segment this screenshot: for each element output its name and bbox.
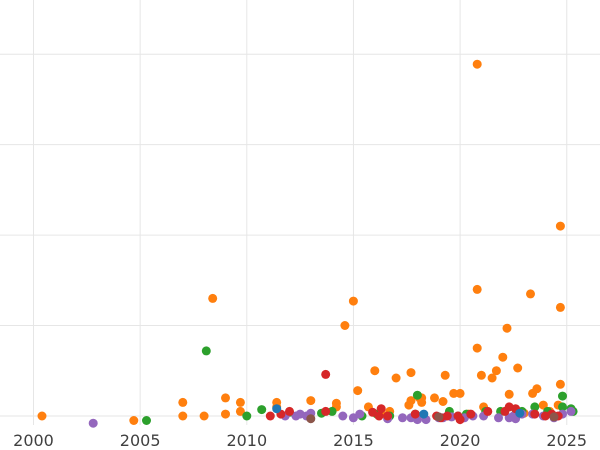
x-tick-label-0: 2000 (13, 431, 54, 450)
data-point-s0-4 (199, 411, 209, 421)
x-tick-label-3: 2015 (333, 431, 374, 450)
data-point-s0-8 (235, 406, 245, 416)
data-point-s0-55 (555, 221, 565, 231)
data-point-s2-6 (338, 411, 348, 421)
data-point-s2-8 (355, 409, 365, 419)
data-points (37, 59, 578, 428)
data-point-s0-12 (306, 396, 316, 406)
data-point-s2-0 (88, 418, 98, 428)
data-point-s0-35 (472, 59, 482, 69)
data-point-s0-22 (391, 373, 401, 383)
data-point-s0-1 (129, 416, 139, 425)
data-point-s5-2 (549, 412, 559, 422)
data-point-s0-19 (370, 366, 380, 376)
grid (0, 0, 600, 425)
data-point-s0-29 (430, 393, 439, 403)
x-axis-ticks: 2000 2005 2010 2015 2020 2025 (13, 431, 587, 450)
data-point-s0-37 (472, 284, 482, 294)
data-point-s3-9 (410, 409, 420, 419)
data-point-s2-20 (494, 413, 503, 423)
data-point-s0-40 (487, 373, 497, 383)
data-point-s3-16 (483, 406, 493, 416)
data-point-s0-45 (513, 363, 523, 373)
data-point-s0-30 (438, 397, 448, 406)
data-point-s3-2 (285, 406, 294, 416)
data-point-s0-7 (221, 409, 230, 419)
x-tick-label-1: 2005 (120, 431, 161, 450)
data-point-s1-19 (530, 402, 540, 412)
data-point-s3-12 (442, 411, 452, 421)
data-point-s0-16 (348, 296, 358, 306)
data-point-s4-0 (272, 404, 282, 414)
data-point-s0-2 (178, 397, 188, 407)
data-point-s0-41 (491, 366, 501, 376)
data-point-s3-3 (321, 406, 331, 416)
data-point-s0-54 (555, 302, 565, 312)
data-point-s0-47 (526, 289, 535, 299)
data-point-s1-21 (558, 391, 567, 401)
data-point-s0-50 (538, 400, 548, 410)
data-point-s0-15 (340, 321, 350, 330)
data-point-s0-33 (455, 388, 465, 398)
data-point-s0-0 (37, 411, 47, 421)
data-point-s1-0 (142, 416, 151, 425)
data-point-s0-49 (532, 384, 542, 394)
data-point-s3-15 (466, 409, 476, 419)
data-point-s1-2 (242, 411, 252, 421)
data-point-s1-22 (558, 402, 567, 412)
data-point-s0-44 (504, 389, 514, 399)
data-point-s5-1 (434, 412, 444, 422)
data-point-s1-3 (257, 405, 267, 415)
data-point-s0-24 (406, 396, 416, 406)
data-point-s2-29 (566, 406, 576, 416)
data-point-s0-17 (353, 386, 363, 396)
data-point-s0-25 (406, 368, 416, 378)
x-tick-label-2: 2010 (226, 431, 267, 450)
data-point-s0-5 (208, 293, 218, 303)
data-point-s3-4 (321, 369, 331, 379)
data-point-s3-0 (265, 411, 275, 421)
data-point-s2-10 (398, 413, 407, 423)
data-point-s0-42 (498, 352, 508, 362)
x-tick-label-5: 2025 (546, 431, 587, 450)
data-point-s0-53 (555, 379, 565, 389)
data-point-s0-32 (449, 388, 459, 398)
data-point-s0-31 (440, 370, 450, 380)
data-point-s3-7 (376, 404, 386, 414)
data-point-s0-38 (476, 370, 486, 380)
data-point-s1-11 (412, 390, 422, 400)
data-point-s4-2 (515, 408, 525, 418)
data-point-s3-8 (383, 411, 393, 421)
data-point-s1-6 (327, 406, 337, 416)
data-point-s0-14 (331, 398, 341, 408)
x-tick-label-4: 2020 (440, 431, 481, 450)
data-point-s0-3 (178, 411, 188, 421)
data-point-s3-6 (374, 411, 384, 421)
data-point-s0-36 (472, 343, 482, 353)
data-point-s5-0 (306, 414, 316, 424)
data-point-s3-20 (530, 409, 540, 419)
data-point-s0-9 (235, 397, 245, 407)
data-point-s0-43 (502, 323, 512, 333)
data-point-s1-1 (201, 346, 211, 356)
data-point-s0-6 (221, 393, 230, 403)
data-point-s3-14 (455, 415, 465, 425)
data-point-s4-1 (419, 409, 429, 419)
